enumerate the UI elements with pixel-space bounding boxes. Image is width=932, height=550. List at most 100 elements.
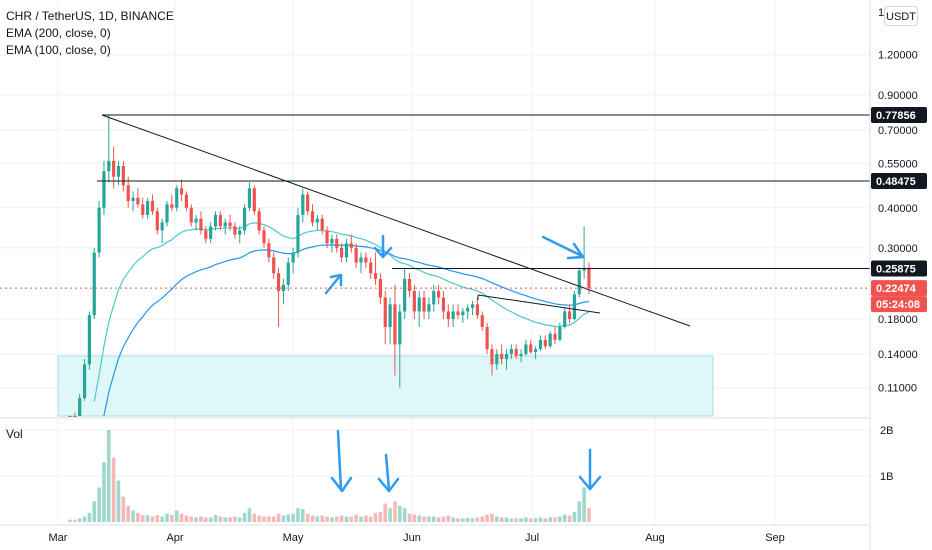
candle-body [403,278,407,312]
small-trendline [477,294,601,314]
volume-bar [587,508,591,522]
candle-body [344,243,349,258]
volume-bar [572,511,577,522]
candle-body [281,284,285,292]
candle-body [82,364,87,399]
volume-bar [301,509,305,522]
volume-bar [73,519,77,522]
candle-body [538,339,543,350]
candle-body [247,188,252,208]
volume-bar [451,517,455,522]
volume-bar [475,517,480,522]
price-label-bg [871,260,927,277]
volume-bar [378,511,383,522]
price-tick-label: 0.55000 [878,158,918,170]
annotation-arrow-head [329,273,343,287]
volume-bar [567,515,572,522]
symbol-title[interactable]: CHR / TetherUS, 1D, BINANCE [6,9,174,23]
candle-body [116,165,121,177]
ema100-legend[interactable]: EMA (100, close, 0) [6,43,111,57]
drawing-tools[interactable] [0,114,870,327]
volume-bar [407,513,412,522]
volume-bar [364,515,368,522]
volume-bar [320,515,324,522]
price-tick-label: 0.30000 [878,243,918,255]
candle-body [325,230,329,244]
volume-bar [107,430,111,522]
candle-body [78,398,82,416]
candle-body [199,218,203,231]
volume-bar [349,516,354,522]
volume-bar [499,517,504,522]
volume-bar [417,515,421,522]
candle-body [504,354,509,360]
volume-bar [131,510,135,522]
volume-bar [519,518,523,522]
price-tick-label: 0.18000 [878,314,918,326]
volume-bar [412,514,417,522]
candle-body [73,416,77,417]
price-label-text: 0.22474 [876,283,917,295]
candle-body [68,416,72,417]
volume-bar [213,515,218,522]
candle-body [553,333,557,340]
annotation-arrow-shaft [384,453,391,492]
price-label-bg [871,280,927,297]
annotation-arrows[interactable] [324,234,602,493]
candle-body [349,243,353,248]
volume-bar [155,515,160,522]
volume-bar [504,517,509,522]
candle-body [257,211,261,231]
volume-bar [223,517,227,522]
volume-bar [296,508,300,522]
volume-bar [427,516,431,522]
price-label-text: 0.25875 [876,263,916,275]
volume-bar [553,517,557,522]
candle-body [97,207,101,253]
candle-body [136,197,140,205]
candle-body [107,160,111,172]
chart-legend: CHR / TetherUS, 1D, BINANCE EMA (200, cl… [6,8,174,59]
volume-bar [310,515,315,522]
volume-bar [461,518,465,522]
ema200-legend[interactable]: EMA (200, close, 0) [6,26,111,40]
price-label-text: 05:24:08 [876,299,920,311]
candle-body [121,165,125,186]
candle-body [446,311,450,319]
volume-bar [543,518,548,522]
candle-body [563,311,567,327]
candle-body [165,204,169,223]
volume-bar [305,513,310,522]
volume-bar [218,516,223,522]
volume-bar [136,512,140,522]
volume-bar [393,501,397,522]
support-zone-box[interactable] [57,355,714,417]
volume-bar [422,516,426,522]
candle-body [310,211,315,223]
annotation-arrow-head [578,475,602,491]
volume-bar [228,517,232,522]
candle-body [398,311,402,345]
volume-bar [470,518,475,522]
volume-bar [102,462,106,522]
volume-bar [373,512,378,522]
candle-body [179,188,184,195]
candle-body [209,226,213,239]
volume-bar [199,516,203,522]
volume-bar [189,516,194,522]
candle-body [150,200,155,212]
candle-body [238,230,242,235]
candle-body [126,185,130,201]
candle-body [364,257,368,263]
candle-body [519,354,523,357]
volume-tick-label: 1B [880,471,893,483]
volume-bar [116,480,121,522]
volume-bar [339,515,344,522]
volume-bar [524,517,528,522]
candle-body [340,247,344,258]
price-label-text: 0.77856 [876,110,916,122]
price-label-bg [871,107,927,123]
currency-button[interactable]: USDT [884,6,918,26]
volume-bar [174,510,179,522]
